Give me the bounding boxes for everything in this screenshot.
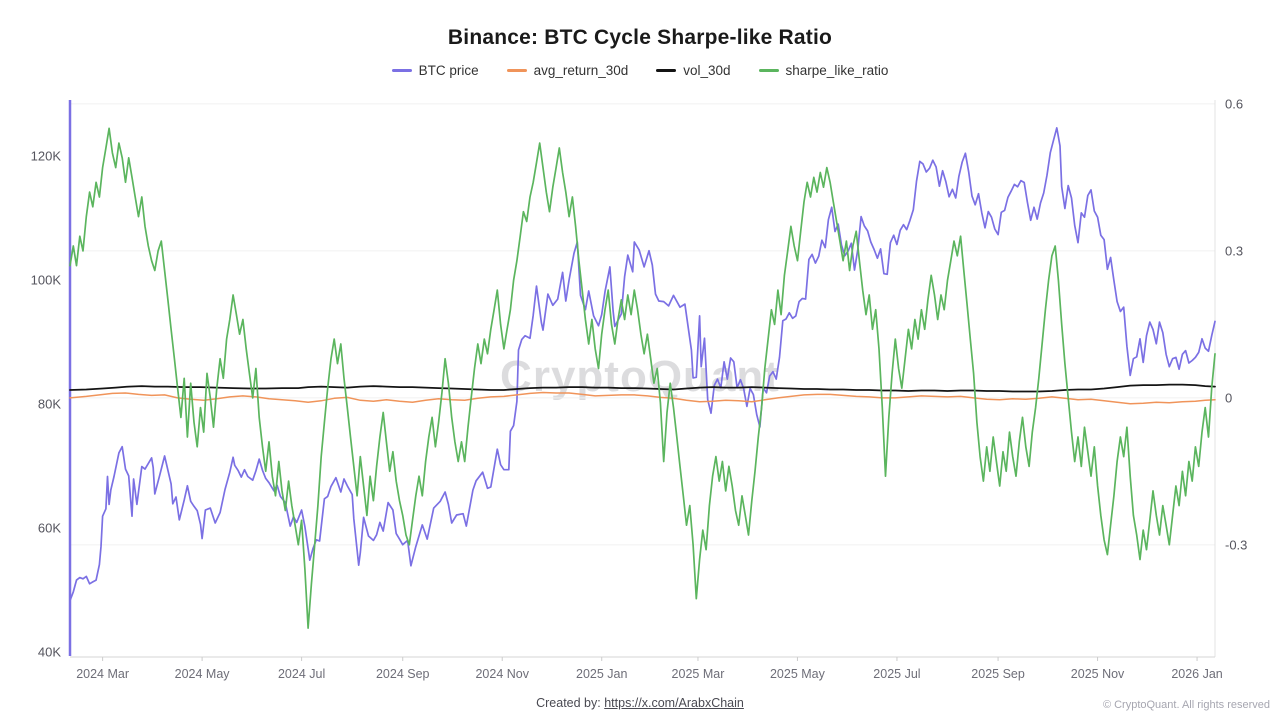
x-axis-tick-label: 2025 Mar xyxy=(672,667,725,681)
y-left-tick-label: 100K xyxy=(31,272,62,287)
series-line-sharpe-like-ratio xyxy=(69,127,1216,629)
y-left-tick-label: 80K xyxy=(38,396,61,411)
x-axis-tick-label: 2025 Nov xyxy=(1071,667,1125,681)
y-left-tick-label: 40K xyxy=(38,645,61,660)
x-axis-tick-label: 2024 May xyxy=(175,667,231,681)
legend-item-btc-price[interactable]: BTC price xyxy=(391,63,479,78)
legend-swatch-icon xyxy=(391,69,412,72)
legend-swatch-icon xyxy=(506,69,527,72)
series-line-btc-price xyxy=(69,127,1216,602)
x-axis-tick-label: 2025 Sep xyxy=(971,667,1025,681)
x-axis-tick-label: 2024 Jul xyxy=(278,667,325,681)
legend-label: avg_return_30d xyxy=(533,63,629,78)
creator-link[interactable]: https://x.com/ArabxChain xyxy=(604,696,744,710)
x-axis-tick-label: 2024 Mar xyxy=(76,667,129,681)
legend-label: sharpe_like_ratio xyxy=(785,63,889,78)
legend-swatch-icon xyxy=(656,69,677,72)
y-left-tick-label: 60K xyxy=(38,520,61,535)
y-left-tick-label: 120K xyxy=(31,148,62,163)
y-right-tick-label: 0.6 xyxy=(1225,96,1243,111)
legend-swatch-icon xyxy=(758,69,779,72)
y-right-tick-label: 0 xyxy=(1225,390,1232,405)
x-axis-tick-label: 2025 May xyxy=(770,667,826,681)
x-axis-tick-label: 2025 Jul xyxy=(873,667,920,681)
x-axis-tick-label: 2024 Nov xyxy=(475,667,529,681)
chart-legend: BTC price avg_return_30d vol_30d sharpe_lik… xyxy=(0,63,1280,78)
created-by: Created by: https://x.com/ArabxChain xyxy=(0,696,1280,710)
copyright-notice: © CryptoQuant. All rights reserved xyxy=(1102,699,1270,711)
legend-item-sharpe-like-ratio[interactable]: sharpe_like_ratio xyxy=(758,63,889,78)
legend-label: BTC price xyxy=(418,63,479,78)
x-axis-tick-label: 2025 Jan xyxy=(576,667,627,681)
y-right-tick-label: -0.3 xyxy=(1225,537,1247,552)
x-axis-tick-label: 2024 Sep xyxy=(376,667,430,681)
series-line-vol-30d xyxy=(69,383,1216,393)
legend-label: vol_30d xyxy=(683,63,731,78)
legend-item-vol-30d[interactable]: vol_30d xyxy=(656,63,731,78)
created-by-label: Created by: xyxy=(536,696,601,710)
y-right-tick-label: 0.3 xyxy=(1225,243,1243,258)
x-axis-tick-label: 2026 Jan xyxy=(1171,667,1222,681)
page-title: Binance: BTC Cycle Sharpe-like Ratio xyxy=(447,26,833,49)
series-line-avg-return-30d xyxy=(69,391,1216,405)
legend-item-avg-return-30d[interactable]: avg_return_30d xyxy=(506,63,629,78)
